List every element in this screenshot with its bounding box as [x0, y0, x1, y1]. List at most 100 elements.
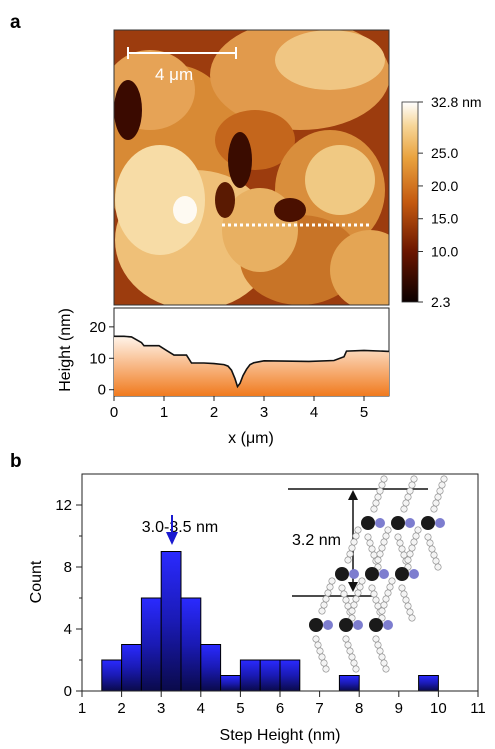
peak-annotation-label: 3.0-3.5 nm: [142, 519, 218, 536]
chain-bead: [326, 583, 334, 591]
histogram-x-tick-label: 11: [470, 700, 486, 717]
chain-bead: [388, 577, 396, 585]
chain-bead: [434, 493, 442, 501]
chain-bead: [378, 481, 386, 489]
chain-bead: [352, 532, 360, 540]
histogram-xlabel: Step Height (nm): [220, 727, 341, 744]
chain-bead: [350, 601, 358, 609]
chain-bead: [318, 607, 326, 615]
chain-bead: [322, 595, 330, 603]
colorbar-tick-label: 2.3: [431, 294, 451, 310]
chain-bead: [404, 556, 412, 564]
chain-bead: [374, 641, 382, 649]
profile-x-tick-label: 4: [310, 404, 318, 421]
chain-bead: [366, 539, 374, 547]
colorbar-tick-label: 20.0: [431, 178, 458, 194]
panel-label-b: b: [10, 451, 22, 472]
profile-x-tick-label: 0: [110, 404, 118, 421]
profile-x-tick-label: 1: [160, 404, 168, 421]
histogram-bar: [418, 675, 439, 692]
profile-x-tick-label: 2: [210, 404, 218, 421]
profile-ylabel: Height (nm): [57, 308, 74, 392]
histogram-bar: [101, 659, 123, 692]
chain-bead: [414, 526, 422, 534]
chain-bead: [374, 556, 382, 564]
chain-bead: [384, 589, 392, 597]
molecule-linker: [409, 569, 419, 579]
histogram-x-tick-label: 7: [315, 700, 323, 717]
histogram-x-tick-label: 10: [430, 700, 447, 717]
chain-bead: [426, 539, 434, 547]
chain-bead: [344, 556, 352, 564]
height-profile-plot: 0 1 2 3 4 5 0 10 20 x (μm) Height (nm): [57, 307, 390, 447]
profile-y-tick-label: 20: [89, 319, 106, 336]
chain-bead: [404, 493, 412, 501]
chain-bead: [380, 475, 388, 483]
histogram-bar: [200, 644, 222, 692]
molecule-core: [421, 516, 435, 530]
profile-y-tick-label: 0: [98, 382, 106, 399]
histogram-bar: [338, 675, 360, 692]
chain-bead: [432, 557, 440, 565]
chain-bead: [342, 635, 350, 643]
histogram-bar: [239, 659, 261, 692]
chain-bead: [428, 545, 436, 553]
chain-bead: [338, 584, 346, 592]
colorbar-tick-label: 25.0: [431, 145, 458, 161]
scale-bar-label: 4 μm: [155, 65, 193, 84]
chain-bead: [430, 551, 438, 559]
histogram-x-tick-label: 6: [276, 700, 284, 717]
chain-bead: [314, 641, 322, 649]
chain-bead: [380, 659, 388, 667]
chain-bead: [436, 487, 444, 495]
chain-bead: [340, 590, 348, 598]
inset-spacing-label: 3.2 nm: [292, 532, 341, 549]
histogram-bar: [279, 659, 301, 692]
chain-bead: [348, 607, 356, 615]
chain-bead: [320, 659, 328, 667]
chain-bead: [370, 590, 378, 598]
afm-frame: [113, 29, 390, 306]
molecule-core: [365, 567, 379, 581]
molecule-core: [335, 567, 349, 581]
scale-bar: 4 μm: [127, 47, 237, 84]
chain-bead: [356, 583, 364, 591]
chain-bead: [376, 487, 384, 495]
colorbar-tick-label: 10.0: [431, 244, 458, 260]
histogram-bar: [140, 597, 162, 692]
chain-bead: [386, 583, 394, 591]
chain-bead: [384, 526, 392, 534]
profile-xlabel: x (μm): [228, 430, 274, 447]
chain-bead: [378, 544, 386, 552]
chain-bead: [398, 545, 406, 553]
chain-bead: [406, 608, 414, 616]
profile-x-tick-label: 5: [360, 404, 368, 421]
chain-bead: [408, 481, 416, 489]
histogram-bar: [259, 659, 281, 692]
histogram-x-tick-label: 8: [355, 700, 363, 717]
chain-bead: [432, 499, 440, 507]
arrow-down-icon: [166, 532, 178, 545]
molecule-linker: [379, 569, 389, 579]
molecule-linker: [435, 518, 445, 528]
chain-bead: [358, 577, 366, 585]
histogram-y-tick-label: 4: [64, 621, 72, 638]
chain-bead: [382, 595, 390, 603]
chain-bead: [342, 596, 350, 604]
chain-bead: [406, 550, 414, 558]
profile-area: [114, 336, 389, 396]
chain-bead: [382, 532, 390, 540]
chain-bead: [324, 589, 332, 597]
chain-bead: [346, 550, 354, 558]
chain-bead: [398, 584, 406, 592]
chain-bead: [430, 505, 438, 513]
histogram-ylabel: Count: [28, 560, 45, 603]
chain-bead: [318, 653, 326, 661]
chain-bead: [348, 544, 356, 552]
chain-bead: [410, 538, 418, 546]
profile-y-tick-label: 10: [89, 350, 106, 367]
chain-bead: [350, 659, 358, 667]
chain-bead: [434, 563, 442, 571]
chain-bead: [364, 533, 372, 541]
chain-bead: [316, 647, 324, 655]
